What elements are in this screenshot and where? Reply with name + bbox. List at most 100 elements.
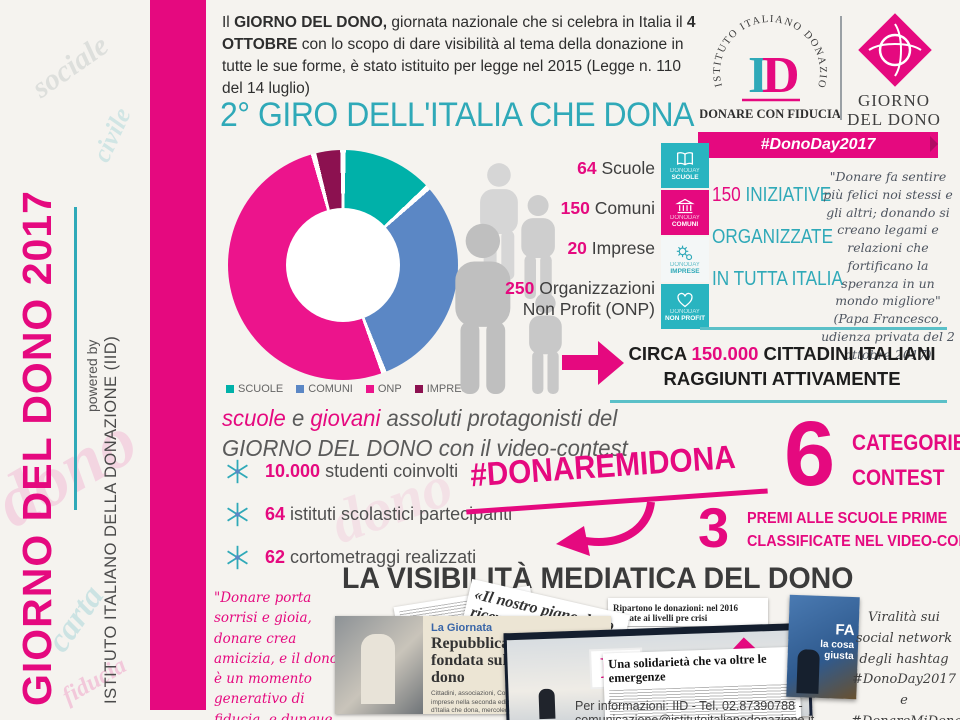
intro-text: con lo scopo di dare visibilità al tema … [222,36,684,97]
legend-swatch [226,385,234,393]
svg-text:I: I [748,47,768,104]
giorno-logo-wordmark: GIORNO DEL DONO [846,91,942,129]
right-arrow-icon [562,355,598,370]
news-body: Cittadini, associazioni, Comuni, scuole … [431,690,548,714]
tv-screenshot-fa: FA la cosa giusta [786,594,860,700]
intro-text: giornata nazionale che si celebra in Ita… [387,14,687,31]
sidebar-accent-bar [150,0,206,710]
donut-hole [286,208,400,322]
badge-imprese: DONODAY IMPRESE [661,237,709,282]
stat-value: 20 [567,238,587,258]
stat-row: 20 Imprese [455,238,655,259]
prizes-labels: PREMI ALLE SCUOLE PRIME CLASSIFICATE NEL… [747,510,960,551]
intro-paragraph: Il GIORNO DEL DONO, giornata nazionale c… [222,12,696,100]
divider-line [74,207,77,510]
stat-value: 150 [560,198,590,218]
news-kicker: La Giornata [431,622,493,634]
legend-swatch [296,385,305,393]
news-headline: Repubblica fondata sul dono [431,635,510,686]
social-virality-note: Viralità sui social network degli hashta… [851,610,960,720]
initiatives-text: IN TUTTA ITALIA [712,268,843,290]
stat-row: 64 Scuole [455,158,655,179]
logo-divider [840,16,842,120]
quote-attribution: (Papa Francesco, udienza privata del 2 o… [821,311,955,362]
stat-label: Non Profit (ONP) [522,299,655,319]
stat-row: 150 Comuni [455,198,655,219]
quote-text: "Donare fa sentire più felici noi stessi… [823,169,953,309]
divider-line [700,327,947,330]
mattarella-quote: "Donare porta sorrisi e gioia, donare cr… [214,588,342,720]
giorno-del-dono-logo [850,8,940,97]
gears-icon [676,245,693,260]
person-silhouette [796,649,820,694]
giorno-line1: GIORNO [857,91,931,110]
reach-value: 150.000 [691,343,759,364]
poster-title-vertical: GIORNO DEL DONO 2017 [14,190,60,706]
pope-quote: "Donare fa sentire più felici noi stessi… [818,168,958,363]
reach-statement: CIRCA 150.000 CITTADINI ITALIANI RAGGIUN… [628,343,936,389]
initiatives-value: 150 [712,184,741,206]
donoday-banner: #DonoDay2017 [698,132,938,158]
stat-label: Organizzazioni [534,278,655,298]
legend-label: COMUNI [308,383,353,395]
contest-stat-row: 10.000 studenti coinvolti [224,458,458,485]
iid-logo: ISTITUTO ITALIANO DONAZIONE I D DONARE C… [695,0,840,137]
divider-line [610,400,947,403]
hook-arrow-icon [548,500,658,567]
svg-text:DONARE CON FIDUCIA: DONARE CON FIDUCIA [700,107,840,121]
legend-item: SCUOLE [226,383,283,395]
person-silhouette [538,688,556,720]
initiatives-text: INIZIATIVE [740,184,832,206]
categories-labels: CATEGORIE CONTEST [852,430,960,491]
badge-nonprofit: DONODAY NON PROFIT [661,284,709,329]
powered-by-label: powered by [84,339,100,412]
svg-text:D: D [762,47,800,104]
legend-item: ONP [365,383,402,395]
contest-stat-row: 62 cortometraggi realizzati [224,544,476,571]
contest-stat-row: 64 istituti scolastici partecipanti [224,501,512,528]
section-heading: 2° GIRO DELL'ITALIA CHE DONA [220,96,695,134]
initiatives-block: 150 INIZIATIVE ORGANIZZATE IN TUTTA ITAL… [712,174,843,300]
categories-count: 6 [784,403,836,505]
intro-bold: 4 OTTOBRE [222,14,696,53]
donut-chart [228,150,458,380]
news-photo [335,616,423,714]
contest-intro: scuole e giovani assoluti protagonisti d… [222,405,628,461]
stat-row: 250 Organizzazioni Non Profit (ONP) [455,278,655,320]
giorno-line2: DEL DONO [847,109,941,129]
heart-icon [677,292,693,307]
star-bullet-icon [227,545,248,570]
participant-stats: 64 Scuole 150 Comuni 20 Imprese 250 Orga… [455,158,655,339]
intro-bold: GIORNO DEL DONO, [234,14,388,31]
quote-text: "Donare porta sorrisi e gioia, donare cr… [214,590,338,720]
building-icon [675,198,695,213]
legend-label: SCUOLE [238,383,284,395]
legend-item: COMUNI [296,383,353,395]
organization-label: ISTITUTO ITALIANO DELLA DONAZIONE (IID) [102,335,120,704]
footer-contact: Per informazioni: IID - Tel. 02.87390788… [575,699,815,720]
stat-label: Imprese [586,238,655,258]
intro-text: Il [222,14,235,31]
donoday-badges: DONODAY SCUOLE DONODAY COMUNI DONODAY IM… [661,143,709,331]
legend-swatch [414,385,423,393]
badge-scuole: DONODAY SCUOLE [661,143,709,188]
iid-logo-graphic: ISTITUTO ITALIANO DONAZIONE I D DONARE C… [695,0,840,121]
initiatives-text: ORGANIZZATE [712,226,834,248]
media-heading: LA VISIBILITÀ MEDIATICA DEL DONO [342,562,854,595]
stat-value: 64 [577,158,597,178]
stat-label: Comuni [589,198,655,218]
badge-comuni: DONODAY COMUNI [661,190,709,235]
chart-legend: SCUOLE COMUNI ONP IMPRESE [226,383,476,395]
star-bullet-icon [227,502,248,527]
prizes-count: 3 [698,496,730,559]
stat-label: Scuole [596,158,655,178]
book-icon [676,151,694,166]
legend-swatch [365,385,374,393]
right-arrow-icon [598,341,624,385]
stat-value: 250 [505,278,535,298]
news-headline: Una solidarietà che va oltre le emergenz… [607,651,767,685]
watermark-word: sociale [25,28,115,105]
diamond-knot-icon [858,13,932,87]
news-headline: Ripartono le donazioni: nel 2016 tornate… [613,603,739,623]
